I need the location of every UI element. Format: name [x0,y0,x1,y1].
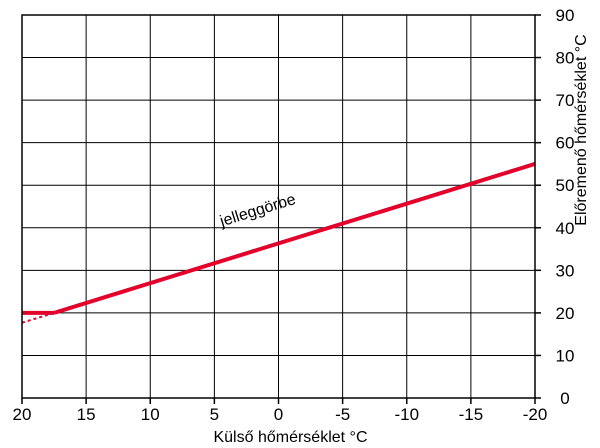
y-tick-label: 80 [556,49,575,68]
y-tick-label: 0 [560,389,569,408]
y-tick-label: 50 [556,176,575,195]
x-axis-ticks: 20 15 10 5 0 -5 -10 -15 -20 [13,398,548,424]
curve-annotation: jelleggörbe [217,191,298,231]
y-tick-label: 10 [556,346,575,365]
annotations: jelleggörbe [217,191,298,231]
y-tick-label: 40 [556,219,575,238]
y-tick-label: 20 [556,304,575,323]
y-tick-label: 60 [556,134,575,153]
x-tick-label: -15 [459,405,484,424]
x-tick-label: 15 [77,405,96,424]
x-tick-label: 5 [210,405,219,424]
y-tick-label: 70 [556,91,575,110]
y-tick-label: 90 [556,6,575,25]
series-lines [21,161,536,324]
x-tick-label: 10 [141,405,160,424]
y-axis-title: Előremenő hőmérséklet °C [573,34,590,225]
y-axis-ticks: 0 10 20 30 40 50 60 70 80 90 [535,6,574,408]
x-tick-label: 20 [13,405,32,424]
x-tick-label: -5 [335,405,350,424]
x-tick-label: -10 [394,405,419,424]
y-tick-label: 30 [556,261,575,280]
x-tick-label: -20 [523,405,548,424]
x-axis-title: Külső hőmérséklet °C [213,429,367,446]
series-line-0 [53,161,536,315]
x-tick-label: 0 [274,405,283,424]
grid [21,14,536,399]
